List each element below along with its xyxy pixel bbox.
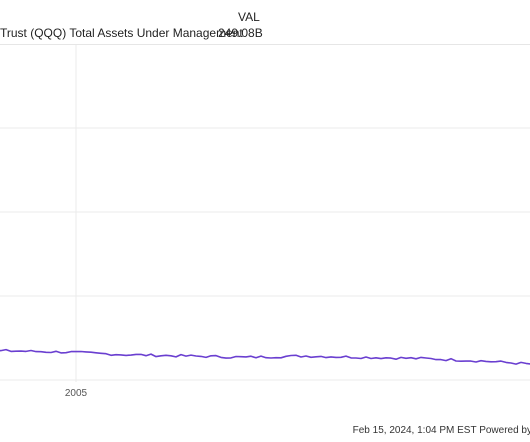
- legend-series-name[interactable]: Trust (QQQ) Total Assets Under Managemen…: [0, 26, 243, 40]
- x-axis-ticks: 2005201020152020: [65, 388, 88, 399]
- series-line-qqq-aum: [0, 348, 530, 365]
- footer-powered-by[interactable]: Powered by: [479, 425, 530, 436]
- x-tick-label: 2005: [65, 388, 88, 399]
- footer-note: Feb 15, 2024, 1:04 PM EST Powered by: [353, 425, 530, 436]
- legend-series-value: 249.08B: [218, 26, 263, 40]
- grid-lines: [0, 44, 530, 382]
- legend-column-header: VAL: [238, 10, 260, 24]
- footer-timestamp: Feb 15, 2024, 1:04 PM EST: [352, 425, 477, 436]
- legend-header: VAL Trust (QQQ) Total Assets Under Manag…: [0, 0, 530, 45]
